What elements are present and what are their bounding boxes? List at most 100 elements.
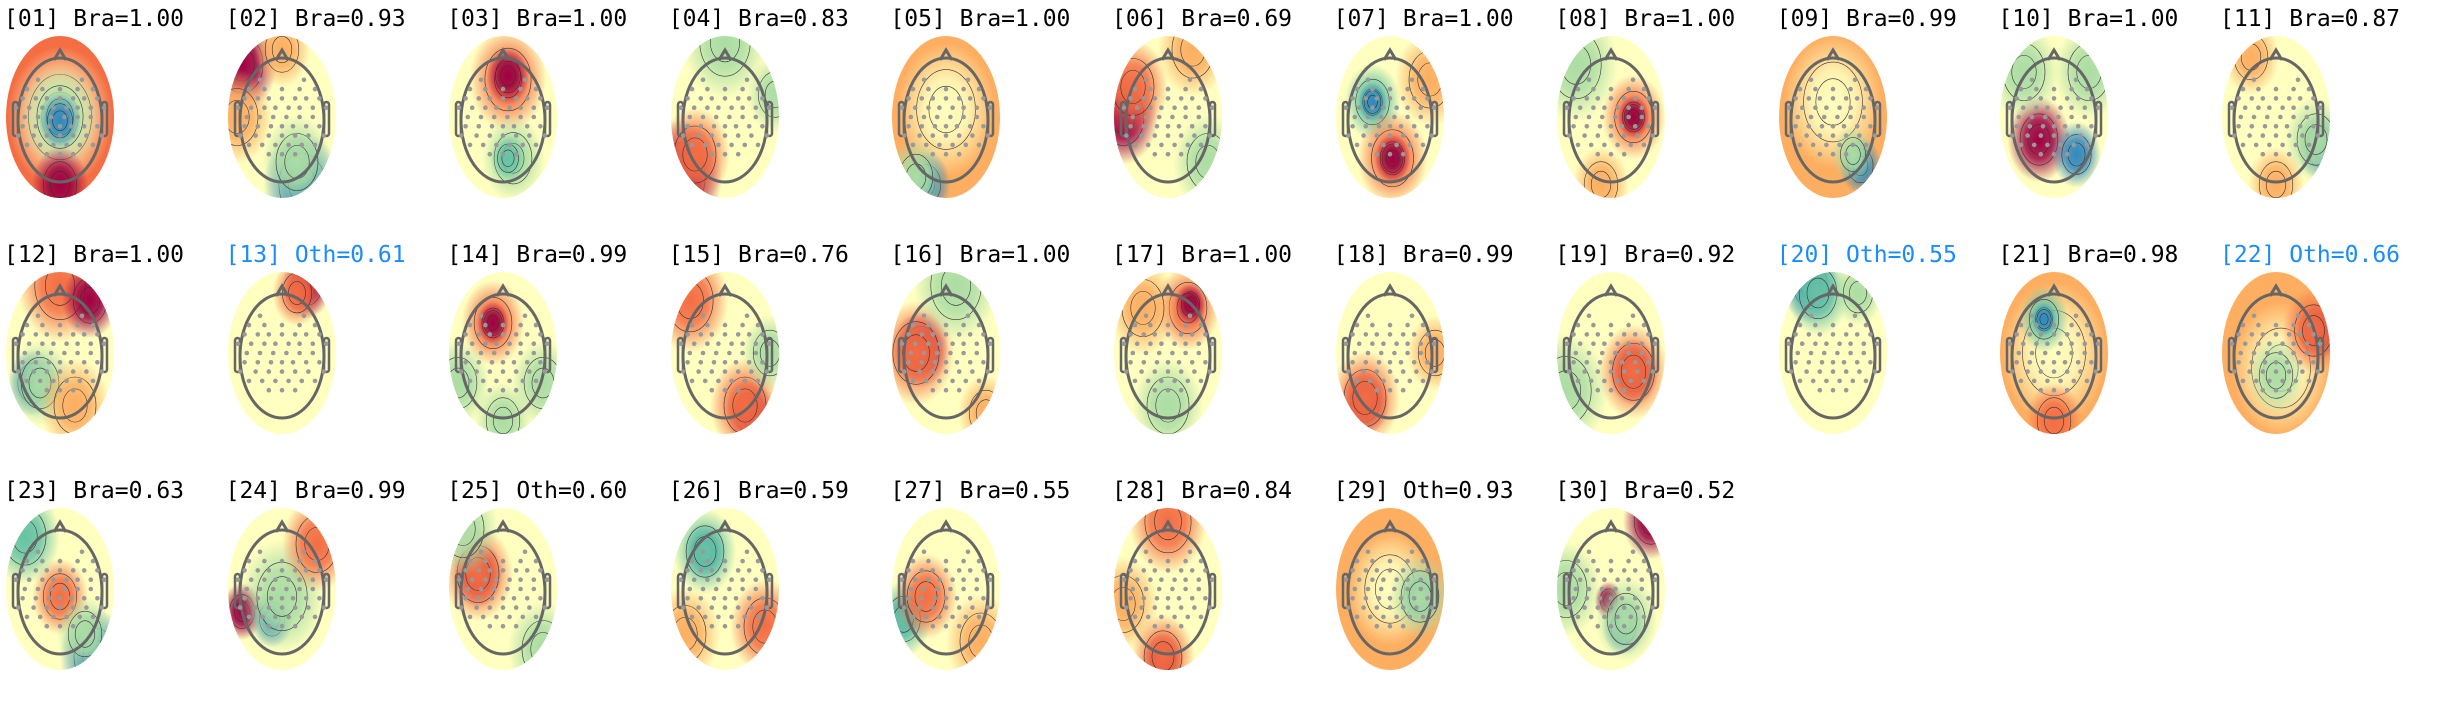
electrode — [37, 378, 43, 384]
component-cell[interactable]: [18] Bra=0.99 — [1330, 240, 1551, 475]
component-cell[interactable]: [27] Bra=0.55 — [886, 476, 1107, 711]
electrode — [476, 124, 482, 129]
component-cell[interactable]: [03] Bra=1.00 — [443, 4, 664, 239]
contour-line — [1154, 508, 1182, 541]
electrode — [1641, 142, 1647, 148]
component-cell[interactable]: [12] Bra=1.00 — [0, 240, 221, 475]
electrode — [740, 114, 745, 120]
electrode — [1615, 577, 1621, 582]
electrode — [1646, 96, 1651, 101]
component-cell[interactable]: [16] Bra=1.00 — [886, 240, 1107, 475]
component-cell[interactable]: [02] Bra=0.93 — [222, 4, 443, 239]
electrode — [930, 387, 936, 393]
electrode — [507, 105, 513, 110]
electrode — [2069, 114, 2075, 120]
electrode — [316, 332, 322, 337]
electrode — [500, 96, 506, 101]
electrode — [1354, 142, 1359, 148]
component-cell[interactable]: [07] Bra=1.00 — [1330, 4, 1551, 239]
electrode — [1411, 124, 1417, 129]
electrode — [459, 369, 464, 374]
electrode — [1595, 605, 1601, 610]
electrode — [1863, 378, 1869, 384]
component-label: [20] Oth=0.55 — [1776, 242, 1957, 268]
component-cell[interactable]: [19] Bra=0.92 — [1551, 240, 1772, 475]
contour-line — [1146, 376, 1190, 434]
component-cell[interactable]: [24] Bra=0.99 — [222, 476, 443, 711]
electrode — [283, 350, 289, 356]
electrode — [937, 142, 943, 148]
component-cell[interactable]: [28] Bra=0.84 — [1108, 476, 1329, 711]
component-cell[interactable]: [04] Bra=0.83 — [665, 4, 886, 239]
component-cell[interactable]: [26] Bra=0.59 — [665, 476, 886, 711]
component-cell[interactable]: [06] Bra=0.69 — [1108, 4, 1329, 239]
electrode — [266, 151, 271, 157]
component-cell[interactable]: [25] Oth=0.60 — [443, 476, 664, 711]
electrode — [296, 350, 302, 356]
electrode — [279, 369, 284, 374]
electrode — [62, 586, 67, 592]
component-cell[interactable]: [11] Bra=0.87 — [2216, 4, 2437, 239]
electrode — [1178, 151, 1184, 157]
nose — [2268, 283, 2284, 297]
electrode — [740, 350, 745, 356]
electrode — [729, 614, 734, 620]
component-cell[interactable]: [01] Bra=1.00 — [0, 4, 221, 239]
contour-line — [1143, 630, 1183, 670]
electrode — [266, 387, 271, 393]
electrode — [483, 322, 488, 328]
electrode — [1861, 350, 1866, 356]
component-cell[interactable]: [15] Bra=0.76 — [665, 240, 886, 475]
nose — [2268, 47, 2284, 61]
electrode — [312, 322, 317, 328]
electrode — [1615, 614, 1621, 620]
component-cell[interactable]: [29] Oth=0.93 — [1330, 476, 1551, 711]
component-label: [21] Bra=0.98 — [1998, 242, 2179, 268]
electrode — [1418, 114, 1423, 120]
electrode — [735, 151, 741, 157]
electrode — [1360, 605, 1366, 610]
component-cell[interactable]: [30] Bra=0.52 — [1551, 476, 1772, 711]
scalp-topography — [227, 508, 336, 670]
component-cell[interactable]: [10] Bra=1.00 — [1994, 4, 2215, 239]
electrode — [1209, 105, 1215, 110]
electrode — [1183, 86, 1188, 92]
electrode — [926, 577, 932, 582]
electrode — [1837, 142, 1842, 148]
electrode — [1429, 369, 1434, 374]
component-cell[interactable]: [13] Oth=0.61 — [222, 240, 443, 475]
electrode — [99, 369, 105, 374]
component-cell[interactable]: [08] Bra=1.00 — [1551, 4, 1772, 239]
contour-line — [1614, 603, 1638, 635]
electrode — [463, 332, 469, 337]
component-cell[interactable]: [14] Bra=0.99 — [443, 240, 664, 475]
electrode — [1635, 369, 1640, 374]
electrode — [1393, 142, 1399, 148]
electrode — [1850, 142, 1855, 148]
electrode — [1360, 133, 1366, 138]
component-cell[interactable]: [20] Oth=0.55 — [1773, 240, 1994, 475]
electrode — [2306, 322, 2312, 328]
electrode — [1165, 151, 1171, 157]
electrode — [977, 614, 982, 620]
component-cell[interactable]: [05] Bra=1.00 — [886, 4, 1107, 239]
electrode — [2291, 341, 2296, 346]
electrode — [1378, 114, 1384, 120]
electrode — [24, 142, 30, 148]
electrode — [279, 360, 284, 365]
component-cell[interactable]: [23] Bra=0.63 — [0, 476, 221, 711]
component-cell[interactable]: [17] Bra=1.00 — [1108, 240, 1329, 475]
component-cell[interactable]: [22] Oth=0.66 — [2216, 240, 2437, 475]
electrode — [1176, 124, 1182, 129]
electrode — [1354, 322, 1359, 328]
component-cell[interactable]: [09] Bra=0.99 — [1773, 4, 1994, 239]
head-outline — [233, 47, 330, 184]
electrode — [2278, 114, 2283, 120]
electrode — [1830, 133, 1836, 138]
electrode — [2019, 378, 2024, 384]
electrode — [266, 568, 271, 573]
electrode — [753, 350, 758, 356]
electrode — [2071, 378, 2077, 384]
component-cell[interactable]: [21] Bra=0.98 — [1994, 240, 2215, 475]
electrode — [514, 151, 519, 157]
